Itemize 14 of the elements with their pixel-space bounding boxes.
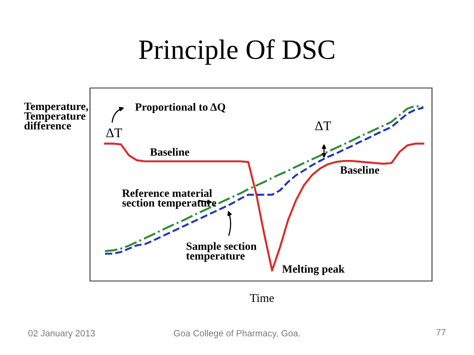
x-axis-title: Time (250, 294, 274, 302)
series-label: Sample section temperature (186, 242, 257, 262)
annotation: ΔT (106, 128, 122, 138)
annotation: Baseline (340, 166, 380, 174)
text: 77 (436, 329, 446, 336)
text: Goa College of Pharmacy, Goa. (174, 330, 300, 338)
chart-title: Principle Of DSC (139, 39, 334, 65)
annotation: Proportional to ΔQ (135, 102, 226, 114)
series-label: Reference material section temperature (122, 189, 216, 209)
y-axis-title: Temperature, Temperature difference (24, 102, 88, 130)
text: 02 January 2013 (28, 330, 95, 338)
annotation: Baseline (150, 148, 190, 156)
annotation: Melting peak (282, 264, 345, 276)
annotation: ΔT (315, 121, 332, 130)
